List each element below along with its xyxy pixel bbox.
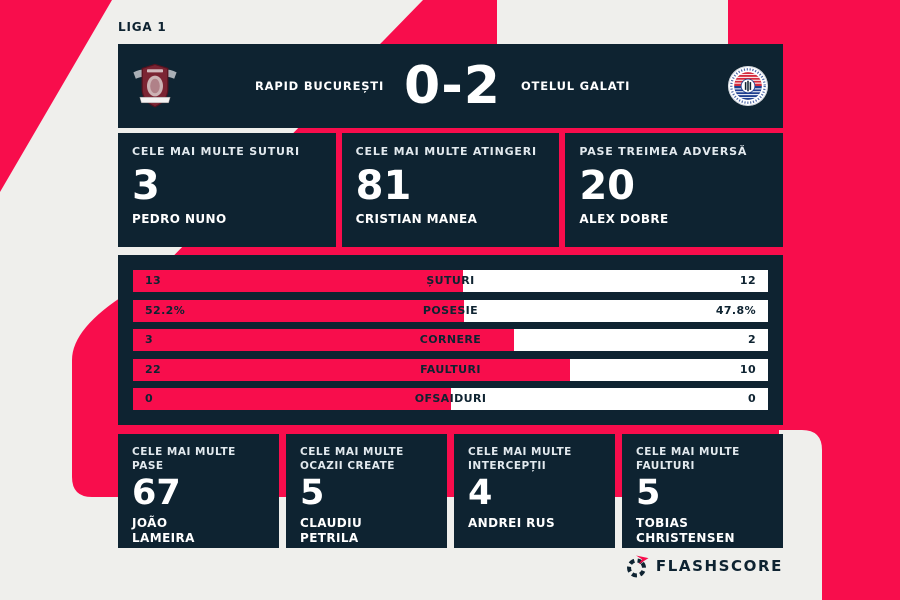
stat-player: TOBIAS CHRISTENSEN [636, 516, 735, 545]
flashscore-icon [626, 554, 649, 577]
home-bar-fill [133, 270, 464, 292]
stat-player: JOÃO LAMEIRA [132, 516, 195, 545]
bar-label: ȘUTURI [426, 274, 475, 287]
bar-label: POSESIE [422, 303, 479, 317]
home-bar-fill [133, 358, 570, 381]
home-bar-fill [133, 329, 514, 351]
match-header: RAPID BUCUREȘTI 0-2 OTELUL GALATI [118, 44, 783, 128]
bar-label: FAULTURI [420, 362, 481, 376]
bar-row-offsides: 0 OFSAIDURI 0 [133, 388, 768, 410]
otelul-galati-badge-icon [727, 65, 769, 107]
stat-player: ALEX DOBRE [579, 211, 669, 226]
bar-row-corners: 3 CORNERE 2 [133, 329, 768, 351]
home-team-logo [131, 60, 179, 112]
stat-player: CLAUDIU PETRILA [300, 516, 363, 545]
top-stats-row: CELE MAI MULTE SUTURI 3 PEDRO NUNO CELE … [118, 133, 784, 247]
stat-box-most-fouls: CELE MAI MULTE FAULTURI 5 TOBIAS CHRISTE… [622, 434, 783, 548]
stat-title: CELE MAI MULTE ATINGERI [355, 145, 537, 158]
brand-wordmark: FLASHSCORE [655, 557, 783, 575]
stat-value: 81 [355, 162, 412, 209]
stat-value: 3 [132, 162, 160, 209]
stat-player: PEDRO NUNO [132, 211, 227, 226]
home-value: 13 [145, 274, 162, 287]
stat-title: PASE TREIMEA ADVERSĂ [579, 145, 748, 158]
stat-value: 5 [300, 473, 325, 513]
bar-label: OFSAIDURI [414, 392, 487, 405]
stat-value: 67 [132, 473, 181, 513]
home-bar-fill [133, 299, 465, 322]
away-value: 47.8% [715, 303, 756, 317]
bar-label: CORNERE [419, 333, 482, 346]
stat-box-most-shots: CELE MAI MULTE SUTURI 3 PEDRO NUNO [118, 133, 336, 247]
away-value: 0 [747, 392, 756, 405]
bar-row-shots: 13 ȘUTURI 12 [133, 270, 768, 292]
home-value: 3 [145, 333, 154, 346]
stat-title: CELE MAI MULTE INTERCEPȚII [468, 446, 572, 472]
away-value: 12 [739, 274, 756, 287]
bar-row-possession: 52.2% POSESIE 47.8% [133, 299, 768, 322]
stat-player: CRISTIAN MANEA [355, 211, 478, 226]
stat-value: 4 [468, 473, 493, 513]
rapid-bucuresti-crest-icon [133, 63, 177, 108]
stat-box-most-chances-created: CELE MAI MULTE OCAZII CREATE 5 CLAUDIU P… [286, 434, 447, 548]
stat-title: CELE MAI MULTE PASE [132, 446, 236, 472]
bottom-stats-row: CELE MAI MULTE PASE 67 JOÃO LAMEIRA CELE… [118, 434, 783, 548]
stat-box-most-touches: CELE MAI MULTE ATINGERI 81 CRISTIAN MANE… [341, 133, 560, 247]
footer-brand: FLASHSCORE [626, 554, 783, 578]
league-label: LIGA 1 [118, 20, 167, 34]
stat-box-most-passes: CELE MAI MULTE PASE 67 JOÃO LAMEIRA [118, 434, 279, 548]
home-team-name: RAPID BUCUREȘTI [255, 79, 385, 93]
stats-comparison-panel: 13 ȘUTURI 12 52.2% POSESIE 47.8% 3 CORNE… [118, 255, 783, 425]
home-value: 52.2% [145, 303, 186, 317]
stat-title: CELE MAI MULTE OCAZII CREATE [300, 446, 404, 472]
stat-player: ANDREI RUS [468, 516, 555, 530]
away-team-name: OTELUL GALATI [520, 79, 631, 93]
stat-value: 20 [579, 162, 636, 209]
stat-value: 5 [636, 473, 661, 513]
away-value: 2 [747, 333, 756, 346]
stat-box-most-interceptions: CELE MAI MULTE INTERCEPȚII 4 ANDREI RUS [454, 434, 615, 548]
match-score: 0-2 [404, 56, 501, 116]
home-bar-fill [133, 388, 451, 410]
stat-title: CELE MAI MULTE SUTURI [132, 145, 300, 158]
stat-box-final-third-passes: PASE TREIMEA ADVERSĂ 20 ALEX DOBRE [565, 133, 784, 247]
stat-title: CELE MAI MULTE FAULTURI [636, 446, 740, 472]
away-team-logo [726, 65, 770, 107]
home-value: 22 [145, 362, 162, 376]
bar-row-fouls: 22 FAULTURI 10 [133, 358, 768, 381]
away-value: 10 [739, 362, 756, 376]
home-value: 0 [145, 392, 154, 405]
